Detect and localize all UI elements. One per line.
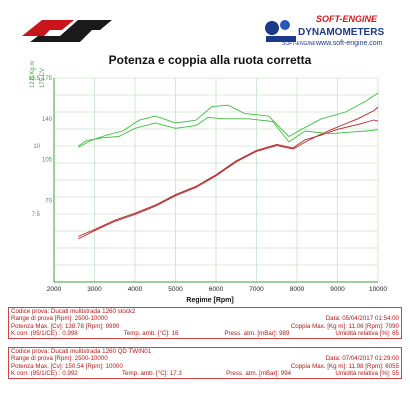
- run1-data: Data: 05/04/2017 01:54:00: [325, 315, 399, 323]
- run-info-box-1: Codice prova: Ducati multistrada 1260 st…: [8, 307, 402, 339]
- run2-kcorr: K corr. (95/1/CE) : 0.992: [11, 370, 78, 378]
- chart-series: [78, 92, 379, 240]
- y-tick-label-kgm: 7.5: [32, 212, 41, 218]
- run1-umid: Umidità relativa [%]: 65: [335, 330, 399, 338]
- run2-umid: Umidità relativa [%]: 55: [335, 370, 399, 378]
- run2-press: Press. atm. [mBar]: 994: [226, 370, 292, 378]
- x-tick-label: 2000: [47, 286, 62, 293]
- run2-temp: Temp. amb. [°C]: 17.3: [121, 370, 182, 378]
- y-label-kgm: 12.5 Kg m: [30, 61, 36, 88]
- y-tick-label-cv: 105: [42, 158, 53, 164]
- run1-potenza: Potenza Max. [Cv]: 138.78 [Rpm]: 9990: [11, 322, 120, 330]
- y-tick-label-cv: 70: [45, 198, 52, 204]
- series-line-2: [78, 106, 379, 240]
- qd-logo: [22, 20, 112, 42]
- chart-grid: [53, 77, 379, 283]
- run1-range: Range di prova [Rpm]: 2500-10000: [11, 315, 108, 323]
- y-label-cv: 175 CV: [40, 68, 46, 88]
- y-tick-label-cv: 175: [42, 76, 53, 82]
- series-line-1: [78, 119, 379, 237]
- y-tick-label-cv: 140: [42, 117, 53, 123]
- run2-coppia: Coppia Max. [Kg m]: 11.98 [Rpm]: 6055: [290, 362, 399, 370]
- run2-codice: Codice prova: Ducati multistrada 1260 QD…: [11, 348, 152, 355]
- x-tick-label: 8000: [290, 286, 305, 293]
- y-tick-label-kgm: 12.5: [28, 76, 40, 82]
- x-tick-label: 7000: [249, 286, 264, 293]
- brand-url-text: www.soft-engine.com: [315, 40, 383, 47]
- run2-data: Data: 07/04/2017 01:29:00: [325, 355, 399, 363]
- run2-range: Range di prova [Rpm]: 2500-10000: [11, 355, 108, 363]
- run1-codice: Codice prova: Ducati multistrada 1260 st…: [11, 308, 136, 315]
- chart-axes: [53, 78, 378, 283]
- run1-press: Press. atm. [mBar]: 989: [224, 330, 290, 338]
- run2-potenza: Potenza Max. [Cv]: 150.54 [Rpm]: 10000: [11, 362, 123, 370]
- x-tick-label: 6000: [209, 286, 224, 293]
- series-line-4: [78, 92, 379, 148]
- chart-ticks: 2000 3000 4000 5000 6000 7000 8000 9000 10000 70 1…: [28, 76, 387, 293]
- y-tick-label-kgm: 10: [33, 144, 40, 150]
- brand-small-text: SOFT-ENGINE: [282, 41, 316, 47]
- run1-temp: Temp. amb. [°C]: 16: [123, 330, 179, 338]
- x-tick-label: 10000: [369, 286, 387, 293]
- chart-title: Potenza e coppia alla ruota corretta: [109, 53, 312, 67]
- run1-coppia: Coppia Max. [Kg m]: 11.06 [Rpm]: 7090: [290, 322, 399, 330]
- brand-dyn-text: DYNAMOMETERS: [298, 27, 384, 38]
- x-tick-label: 9000: [330, 286, 345, 293]
- x-tick-label: 3000: [87, 286, 102, 293]
- x-tick-label: 4000: [128, 286, 143, 293]
- run-info-box-2: Codice prova: Ducati multistrada 1260 QD…: [8, 347, 402, 379]
- soft-engine-logo: SOFT-ENGINE DYNAMOMETERS SOFT-ENGINE www…: [265, 14, 384, 47]
- series-line-3: [78, 116, 379, 147]
- run1-kcorr: K corr. (95/1/CE) : 0.998: [11, 330, 78, 338]
- x-tick-label: 5000: [168, 286, 183, 293]
- brand-top-text: SOFT-ENGINE: [316, 14, 378, 24]
- x-axis-label: Regime [Rpm]: [186, 297, 233, 304]
